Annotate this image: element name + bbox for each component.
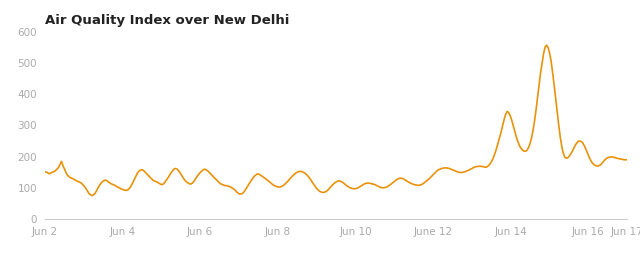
Text: Air Quality Index over New Delhi: Air Quality Index over New Delhi bbox=[45, 14, 289, 27]
